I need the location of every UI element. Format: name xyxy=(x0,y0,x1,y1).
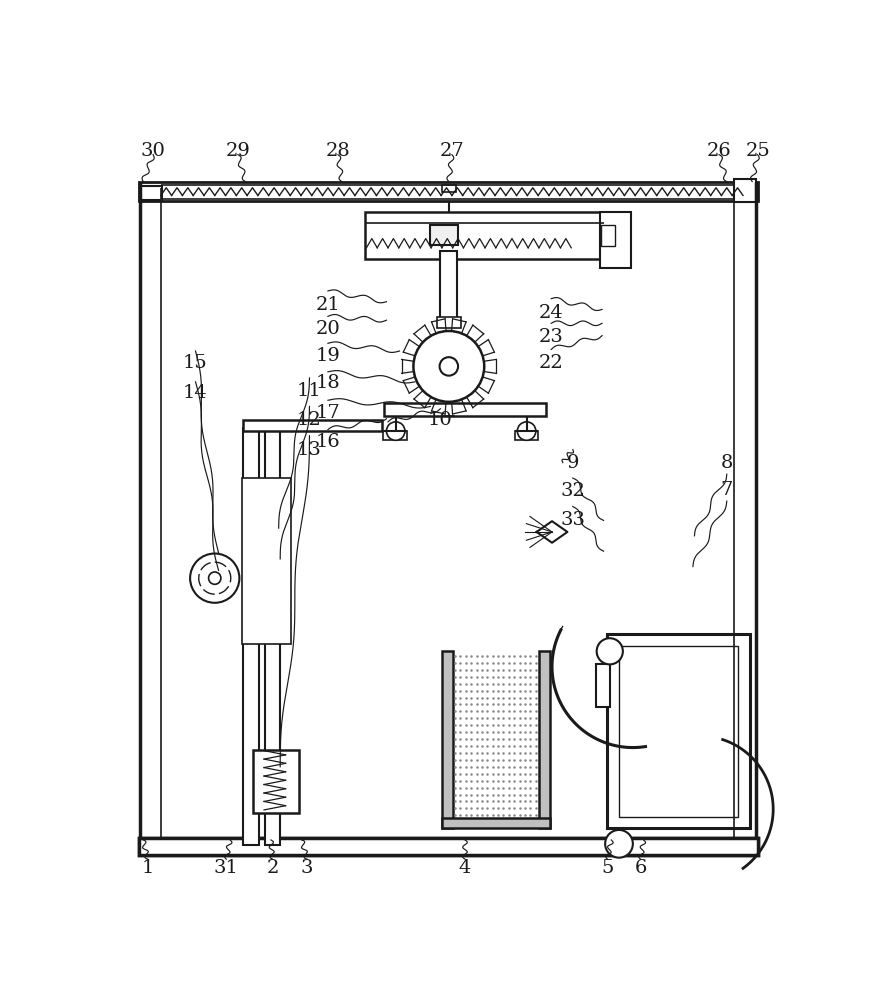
Text: 18: 18 xyxy=(315,374,341,392)
Bar xyxy=(442,818,550,828)
Text: 22: 22 xyxy=(539,354,564,372)
Bar xyxy=(138,182,758,201)
Text: 23: 23 xyxy=(539,328,564,346)
Text: 1: 1 xyxy=(142,859,154,877)
Circle shape xyxy=(414,331,484,402)
Text: 7: 7 xyxy=(720,481,733,499)
Text: 28: 28 xyxy=(326,142,350,160)
Text: 27: 27 xyxy=(440,142,464,160)
Bar xyxy=(436,317,461,328)
Text: 25: 25 xyxy=(746,142,770,160)
Circle shape xyxy=(605,830,633,858)
Bar xyxy=(607,634,750,828)
Bar xyxy=(140,186,162,200)
Bar xyxy=(242,478,291,644)
Text: 31: 31 xyxy=(214,859,239,877)
Circle shape xyxy=(517,422,536,440)
Bar xyxy=(515,431,527,440)
Bar xyxy=(384,403,546,416)
Bar xyxy=(442,651,453,828)
Text: 9: 9 xyxy=(567,454,579,472)
Bar xyxy=(601,225,615,246)
Circle shape xyxy=(190,554,239,603)
Text: 15: 15 xyxy=(183,354,208,372)
Text: 11: 11 xyxy=(297,382,322,400)
Circle shape xyxy=(209,572,221,584)
Text: 26: 26 xyxy=(706,142,732,160)
Circle shape xyxy=(440,357,458,376)
Bar xyxy=(596,664,610,707)
Bar xyxy=(138,838,758,855)
Bar xyxy=(539,651,550,828)
Text: 6: 6 xyxy=(634,859,647,877)
Text: 10: 10 xyxy=(428,411,453,429)
Text: 16: 16 xyxy=(315,433,341,451)
Text: 29: 29 xyxy=(225,142,250,160)
Bar xyxy=(265,428,280,845)
Text: 8: 8 xyxy=(720,454,733,472)
Bar xyxy=(619,646,739,817)
Text: 21: 21 xyxy=(315,296,341,314)
Text: 12: 12 xyxy=(297,411,322,429)
Text: 33: 33 xyxy=(561,511,586,529)
Text: 4: 4 xyxy=(459,859,471,877)
Text: 3: 3 xyxy=(301,859,314,877)
Bar xyxy=(430,225,458,245)
Bar xyxy=(382,431,395,440)
Text: 13: 13 xyxy=(297,441,322,459)
Text: 2: 2 xyxy=(266,859,279,877)
Bar xyxy=(365,212,604,259)
Bar xyxy=(442,185,455,192)
Bar xyxy=(441,251,457,320)
Bar xyxy=(395,431,408,440)
Text: 17: 17 xyxy=(315,404,341,422)
Text: 19: 19 xyxy=(315,347,341,365)
Text: 24: 24 xyxy=(539,304,564,322)
Circle shape xyxy=(597,638,623,664)
Bar xyxy=(243,420,381,431)
Circle shape xyxy=(387,422,405,440)
Text: 5: 5 xyxy=(601,859,614,877)
Bar xyxy=(253,750,300,813)
Bar xyxy=(734,179,756,202)
Bar xyxy=(138,838,758,855)
Bar xyxy=(527,431,538,440)
Text: 32: 32 xyxy=(561,482,585,500)
Text: 14: 14 xyxy=(183,384,208,402)
Text: 20: 20 xyxy=(315,320,341,338)
Bar xyxy=(243,428,259,845)
Text: 30: 30 xyxy=(141,142,166,160)
Bar xyxy=(600,212,631,268)
